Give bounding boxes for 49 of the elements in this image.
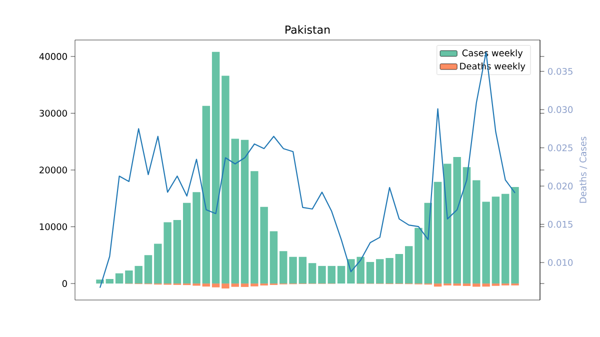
bar — [501, 194, 510, 284]
bar — [404, 246, 413, 284]
y-tick-label: 20000 — [40, 166, 67, 174]
bar — [270, 231, 278, 284]
bar — [395, 254, 404, 284]
bar — [144, 255, 152, 284]
y2-tick-label: 0.015 — [548, 220, 572, 228]
y-tick-label: 0 — [62, 280, 67, 287]
bar — [434, 284, 442, 287]
bar — [280, 251, 288, 284]
bar — [366, 262, 374, 284]
bar — [337, 266, 346, 284]
bar — [289, 256, 297, 284]
y2-tick-label: 0.025 — [548, 144, 572, 152]
y2-tick-label: 0.030 — [548, 106, 573, 113]
bar — [414, 228, 422, 284]
bar — [106, 278, 114, 284]
bar — [192, 192, 200, 284]
y-tick-label: 10000 — [40, 223, 67, 230]
bar — [511, 187, 519, 284]
bar — [318, 266, 326, 284]
bar — [202, 284, 210, 287]
bar — [222, 76, 230, 284]
bar — [212, 284, 220, 288]
y2-axis-title: Deaths / Cases — [579, 136, 588, 203]
bar — [202, 106, 210, 284]
bar — [424, 202, 432, 284]
bar — [240, 140, 249, 284]
bar — [434, 182, 442, 284]
bar — [183, 202, 191, 284]
bar — [173, 220, 182, 284]
y-tick-label: 30000 — [40, 110, 67, 117]
y2-tick-label: 0.020 — [548, 182, 573, 190]
bar — [231, 138, 239, 284]
bar — [492, 196, 500, 284]
y2-tick-label: 0.035 — [548, 68, 572, 75]
bar — [222, 284, 230, 288]
chart-title: Pakistan — [286, 25, 330, 34]
y-tick-label: 40000 — [39, 53, 67, 60]
y2-tick-label: 0.010 — [548, 259, 573, 266]
bar — [212, 52, 220, 284]
legend-label: Cases weekly — [462, 49, 523, 58]
bar — [298, 256, 307, 284]
bar — [240, 284, 249, 287]
bar — [462, 167, 471, 284]
bar — [115, 273, 124, 284]
bar — [328, 266, 336, 284]
bar — [308, 263, 316, 284]
bar — [231, 284, 239, 287]
